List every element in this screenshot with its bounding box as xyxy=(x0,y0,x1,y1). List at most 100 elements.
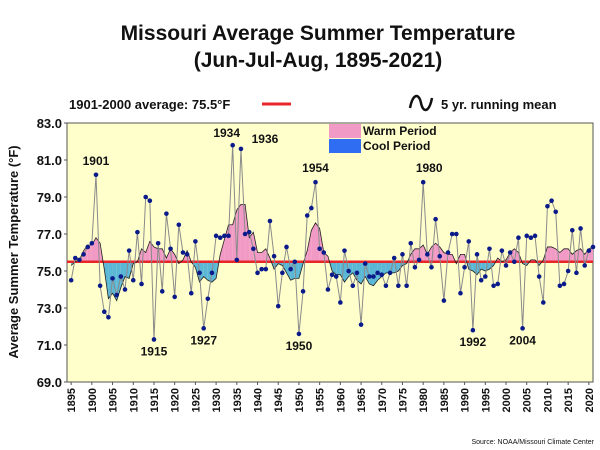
temperature-markers xyxy=(68,142,596,342)
temperature-point xyxy=(408,240,414,246)
y-tick-label: 69.0 xyxy=(37,375,62,390)
temperature-point xyxy=(246,229,252,235)
temperature-point xyxy=(155,240,161,246)
chart-title-line2: (Jun-Jul-Aug, 1895-2021) xyxy=(194,49,443,72)
y-axis-label: Average Summer Temperature (°F) xyxy=(6,145,21,358)
year-annotation: 1992 xyxy=(460,335,487,349)
temperature-point xyxy=(383,283,389,289)
year-annotation: 2004 xyxy=(509,333,536,347)
temperature-point xyxy=(528,235,534,240)
x-tick-label: 1955 xyxy=(315,388,327,412)
temperature-point xyxy=(532,233,538,239)
warm-period-swatch xyxy=(329,124,361,138)
temperature-point xyxy=(72,255,78,261)
temperature-point xyxy=(114,292,120,298)
x-tick-label: 1945 xyxy=(273,388,285,412)
temperature-point xyxy=(470,327,476,333)
temperature-point xyxy=(122,287,128,292)
temperature-point xyxy=(590,244,596,250)
temperature-point xyxy=(578,226,583,231)
temperature-point xyxy=(536,274,542,279)
year-annotation: 1954 xyxy=(302,161,329,175)
temperature-point xyxy=(487,246,492,252)
temperature-point xyxy=(445,250,451,255)
temperature-point xyxy=(226,233,231,239)
temperature-point xyxy=(317,246,322,252)
temperature-point xyxy=(217,235,223,240)
warm-period-fill xyxy=(460,254,465,262)
temperature-point xyxy=(346,268,351,274)
year-annotations: 1901 1915 1927 1934 1936 1950 1954 1980 1992 2004 xyxy=(83,126,537,358)
temperature-point xyxy=(93,172,99,178)
x-tick-label: 1930 xyxy=(211,388,223,412)
year-annotation: 1901 xyxy=(83,154,110,168)
temperature-point xyxy=(333,274,339,279)
warm-period-fill xyxy=(257,252,262,262)
y-tick-label: 75.0 xyxy=(37,264,62,279)
temperature-point xyxy=(151,337,157,342)
temperature-point xyxy=(582,263,588,268)
x-tick-label: 1970 xyxy=(377,388,389,412)
warm-period-fill xyxy=(307,230,312,262)
temperature-point xyxy=(412,265,418,270)
running-mean-legend-label: 5 yr. running mean xyxy=(441,97,557,112)
year-annotation: 1936 xyxy=(252,132,279,146)
warm-period-fill xyxy=(551,246,556,262)
temperature-point xyxy=(242,231,248,237)
temperature-point xyxy=(540,300,546,305)
temperature-point xyxy=(304,213,310,218)
temperature-point xyxy=(180,250,186,255)
temperature-point xyxy=(288,266,293,272)
x-tick-label: 1915 xyxy=(149,388,161,412)
year-annotation: 1950 xyxy=(286,339,313,353)
temperature-point xyxy=(143,194,148,200)
temperature-point xyxy=(379,272,385,278)
x-tick-label: 2005 xyxy=(522,388,534,412)
temperature-point xyxy=(400,252,405,257)
temperature-point xyxy=(520,326,525,331)
temperature-point xyxy=(130,277,136,283)
average-legend-label: 1901-2000 average: 75.5°F xyxy=(69,97,230,112)
temperature-point xyxy=(549,198,554,203)
x-tick-label: 1900 xyxy=(87,388,99,412)
temperature-point xyxy=(275,303,281,309)
temperature-point xyxy=(545,203,550,209)
warm-period-fill xyxy=(547,246,552,262)
x-tick-label: 1940 xyxy=(253,388,265,412)
temperature-point xyxy=(516,235,521,240)
warm-period-fill xyxy=(249,232,254,262)
temperature-point xyxy=(350,283,356,289)
y-tick-label: 77.0 xyxy=(37,227,62,242)
temperature-point xyxy=(396,283,401,289)
cool-period-fill xyxy=(336,261,341,275)
temperature-point xyxy=(184,252,190,257)
temperature-point xyxy=(292,259,298,265)
temperature-point xyxy=(234,257,240,263)
temperature-point xyxy=(89,240,95,246)
y-tick-label: 73.0 xyxy=(37,301,62,316)
x-tick-label: 1975 xyxy=(397,388,409,412)
warm-period-fill xyxy=(311,222,316,262)
temperature-point xyxy=(255,270,260,276)
temperature-point xyxy=(420,179,426,185)
temperature-point xyxy=(478,277,484,283)
temperature-point xyxy=(354,270,360,276)
x-tick-label: 2015 xyxy=(563,388,575,412)
temperature-point xyxy=(362,261,368,266)
temperature-point xyxy=(85,244,91,250)
temperature-point xyxy=(338,300,343,305)
temperature-point xyxy=(106,314,111,320)
temperature-point xyxy=(507,250,513,255)
temperature-point xyxy=(367,274,372,279)
temperature-point xyxy=(557,283,563,289)
y-tick-label: 79.0 xyxy=(37,190,62,205)
temperature-point xyxy=(342,248,347,253)
temperature-point xyxy=(441,298,447,303)
temperature-point xyxy=(159,289,165,294)
temperature-point xyxy=(68,277,74,283)
temperature-point xyxy=(118,274,124,279)
temperature-point xyxy=(387,270,393,276)
warm-period-fill xyxy=(448,254,453,262)
x-tick-label: 1950 xyxy=(294,388,306,412)
